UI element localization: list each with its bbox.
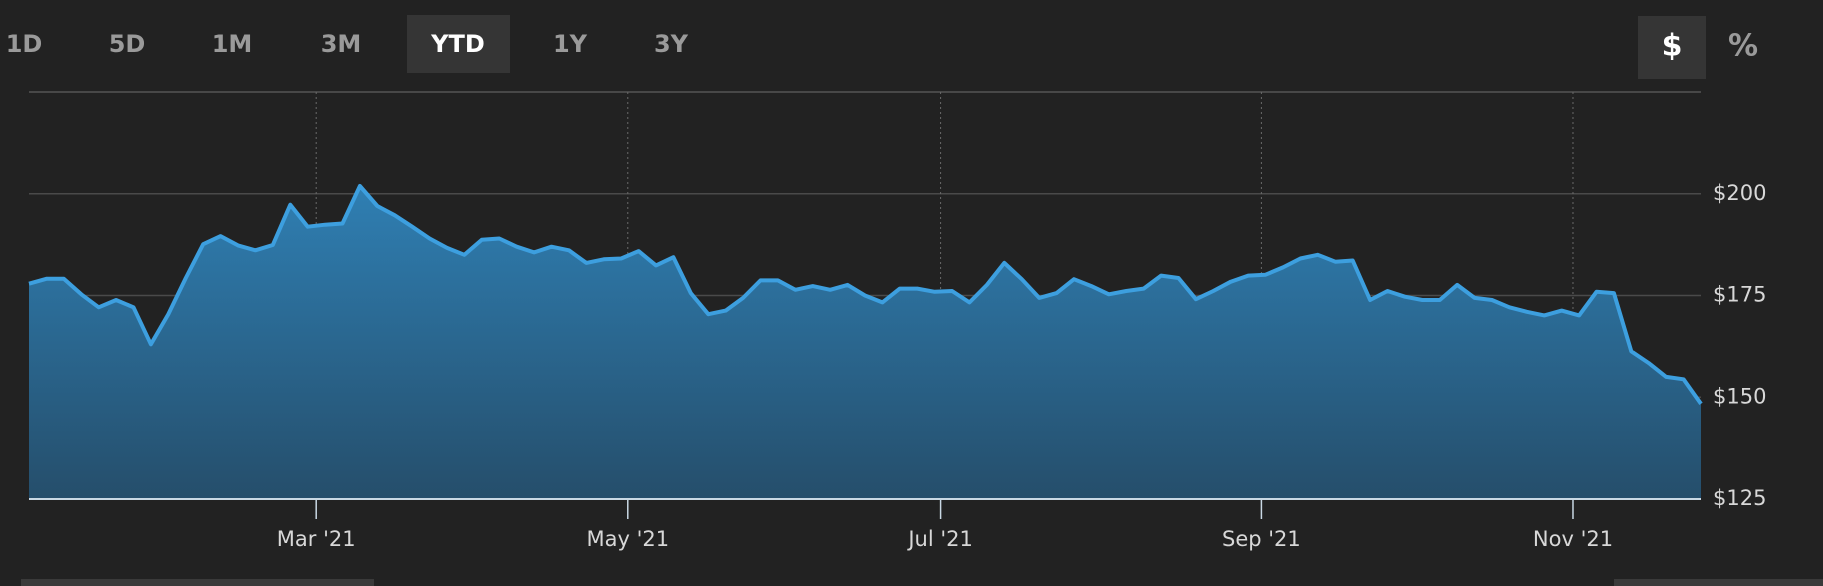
x-tick-label: Jul '21 [906,527,973,551]
x-tick-label: May '21 [586,527,669,551]
range-button[interactable]: 5D [109,30,146,58]
price-line [28,184,1703,405]
active-unit-bg [1638,16,1706,79]
x-tick-label: Nov '21 [1533,527,1613,551]
range-button[interactable]: 3Y [654,30,689,58]
scrollbar-right [1614,579,1823,586]
y-tick-label: $150 [1713,384,1766,408]
y-tick-label: $175 [1713,283,1766,307]
range-button[interactable]: 1D [6,30,43,58]
area-fill [29,186,1701,499]
x-tick-label: Mar '21 [277,527,356,551]
unit-toggle[interactable]: % [1728,29,1758,64]
range-button[interactable]: 1M [212,30,253,58]
x-tick-label: Sep '21 [1222,527,1301,551]
y-tick-label: $200 [1713,181,1766,205]
range-button[interactable]: YTD [430,30,485,58]
unit-toggle[interactable]: $ [1662,29,1683,64]
scrollbar-left [21,579,374,586]
range-button[interactable]: 1Y [553,30,588,58]
y-tick-label: $125 [1713,486,1766,510]
range-button[interactable]: 3M [321,30,362,58]
active-range-bg [407,15,510,73]
